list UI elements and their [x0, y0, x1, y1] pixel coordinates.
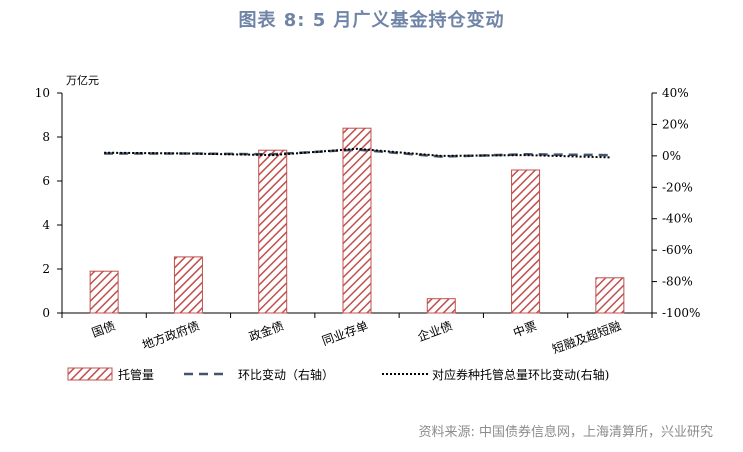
bar: [342, 127, 372, 314]
legend-label-bar: 托管量: [118, 367, 154, 382]
bar: [89, 270, 119, 314]
x-tick-label: 国债: [90, 319, 117, 340]
bar-series: [89, 127, 625, 314]
x-tick-label: 地方政府债: [140, 318, 202, 353]
line-series: [104, 147, 610, 159]
y-tick-label-right: 20%: [662, 117, 689, 131]
legend-label-dotted: 对应券种托管总量环比变动(右轴): [432, 367, 609, 382]
x-tick-label: 企业债: [415, 318, 454, 344]
y-tick-label-left: 6: [42, 174, 50, 188]
axes: 0 2 4 6 8 10 -100% -80% -60% -40% -20% 0% 20% 40%: [35, 86, 701, 320]
bar: [595, 277, 625, 314]
legend: 托管量 环比变动（右轴） 对应券种托管总量环比变动(右轴): [67, 367, 609, 382]
bar: [511, 169, 541, 314]
y-tick-label-left: 4: [42, 218, 50, 232]
x-tick-label: 同业存单: [320, 319, 370, 349]
y-tick-label-right: 0%: [662, 149, 681, 163]
legend-swatch-bar: [67, 367, 113, 381]
chart-title: 图表 8: 5 月广义基金持仓变动: [238, 10, 505, 31]
bar: [173, 256, 203, 314]
y-tick-label-right: -60%: [662, 243, 693, 257]
x-tick-label: 短融及超短融: [550, 318, 623, 357]
y-tick-label-left: 2: [42, 262, 50, 276]
legend-label-dashed: 环比变动（右轴）: [238, 367, 334, 382]
x-tick-label: 政金债: [247, 318, 286, 344]
y-tick-label-left: 0: [42, 306, 50, 320]
y-tick-label-right: -20%: [662, 180, 693, 194]
bar: [426, 298, 456, 314]
x-tick-label: 中票: [511, 318, 539, 340]
line-total-mom-change: [104, 147, 610, 159]
x-axis-labels: 国债 地方政府债 政金债 同业存单 企业债 中票 短融及超短融: [90, 318, 623, 357]
y-tick-label-right: -100%: [662, 306, 700, 320]
y-tick-label-right: -80%: [662, 275, 693, 289]
y-tick-label-right: -40%: [662, 212, 693, 226]
bar: [258, 149, 288, 314]
y-tick-label-right: 40%: [662, 86, 689, 100]
y-unit-label: 万亿元: [66, 74, 99, 87]
source-note: 资料来源: 中国债券信息网，上海清算所，兴业研究: [418, 425, 713, 440]
y-tick-label-left: 10: [35, 86, 50, 100]
y-tick-label-left: 8: [42, 130, 50, 144]
